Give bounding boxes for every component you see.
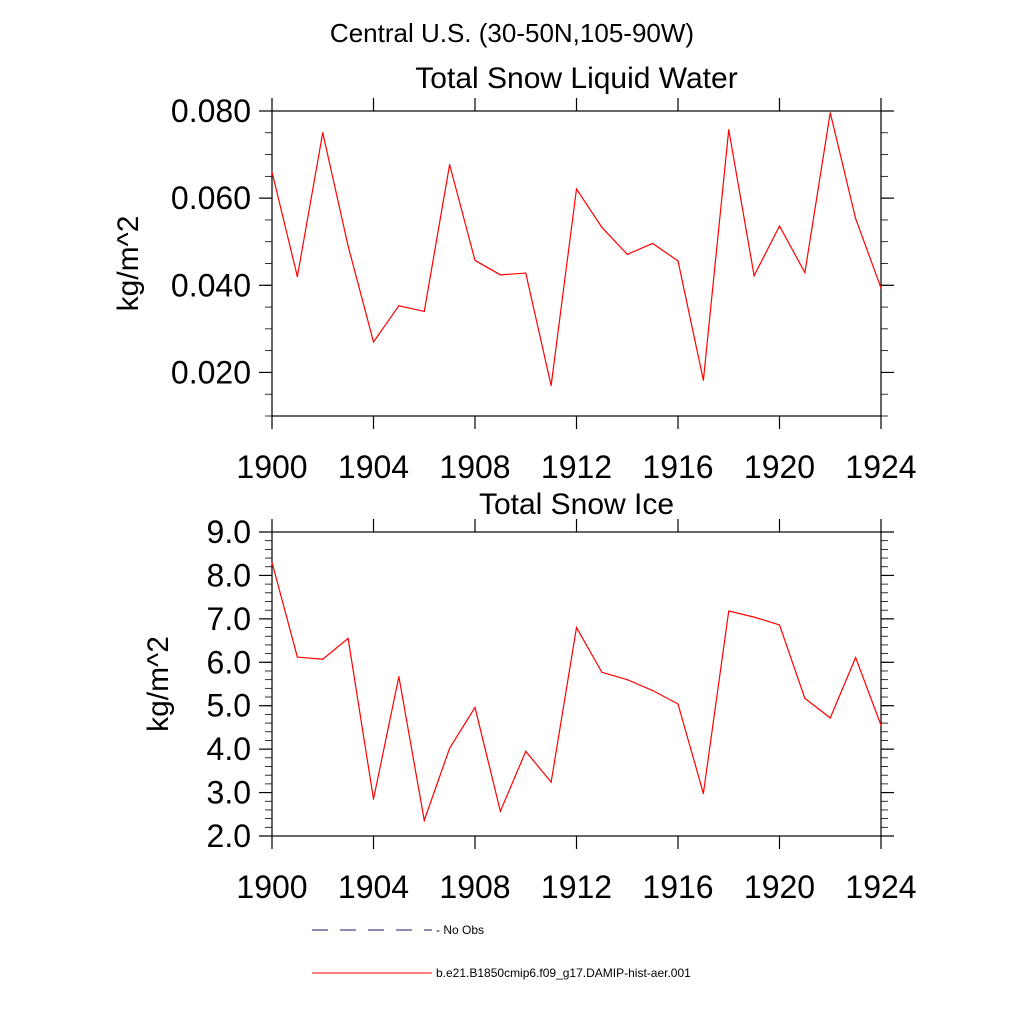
- data-point: [829, 112, 831, 114]
- x-tick-label: 1916: [642, 449, 713, 485]
- x-tick-label: 1920: [744, 869, 815, 905]
- data-point: [677, 703, 679, 705]
- data-point: [449, 163, 451, 166]
- data-point: [525, 272, 527, 274]
- data-point: [804, 697, 806, 699]
- figure-title: Central U.S. (30-50N,105-90W): [330, 18, 694, 48]
- chart-panels: Total Snow Liquid Water kg/m^2 1900 1904 190…: [112, 62, 917, 905]
- data-point: [829, 717, 831, 719]
- data-point: [855, 218, 857, 220]
- data-point: [398, 676, 400, 678]
- data-point: [855, 656, 857, 659]
- x-tick-label: 1908: [439, 869, 510, 905]
- x-tick-label: 1900: [236, 869, 307, 905]
- data-point: [550, 384, 552, 387]
- data-point: [880, 724, 882, 726]
- legend-label: - No Obs: [436, 923, 484, 937]
- data-point: [296, 656, 298, 658]
- x-tick-label: 1904: [338, 869, 409, 905]
- x-tick-label: 1908: [439, 449, 510, 485]
- x-tick-label: 1912: [541, 869, 612, 905]
- y-tick-label: 0.060: [171, 180, 251, 216]
- data-point: [575, 188, 578, 190]
- data-point: [728, 610, 730, 612]
- y-tick-label: 7.0: [207, 601, 251, 637]
- data-point: [322, 132, 324, 134]
- y-tick-label: 3.0: [207, 775, 251, 811]
- data-point: [347, 637, 349, 640]
- data-point: [449, 747, 451, 749]
- chart-panel-1: Total Snow Liquid Water kg/m^2 1900 1904 190…: [112, 62, 917, 485]
- legend: - No Obs b.e21.B1850cmip6.f09_g17.DAMIP-h…: [312, 923, 691, 980]
- y-tick-label: 4.0: [207, 731, 251, 767]
- data-point: [702, 792, 704, 795]
- y-tick-label: 0.020: [171, 354, 251, 390]
- data-point: [778, 624, 781, 626]
- legend-label: b.e21.B1850cmip6.f09_g17.DAMIP-hist-aer.…: [436, 966, 691, 980]
- data-point: [423, 819, 425, 821]
- y-tick-label: 0.040: [171, 267, 251, 303]
- x-tick-label: 1924: [845, 449, 916, 485]
- data-point: [271, 171, 273, 173]
- data-point: [296, 275, 298, 278]
- data-point: [626, 679, 628, 681]
- data-point: [778, 225, 781, 227]
- y-tick-label: 5.0: [207, 688, 251, 724]
- y-tick-label: 2.0: [207, 818, 251, 854]
- data-point: [322, 658, 324, 660]
- data-point: [499, 274, 501, 276]
- data-point: [753, 275, 755, 277]
- data-point: [575, 626, 578, 629]
- chart-panel-2: Total Snow Ice kg/m^2 1900 1904 1908 1912 1916…: [142, 488, 917, 905]
- legend-item: - No Obs: [312, 923, 484, 937]
- data-point: [550, 781, 552, 783]
- chart-title: Total Snow Liquid Water: [415, 62, 737, 95]
- data-point: [601, 671, 603, 673]
- y-tick-label: 6.0: [207, 644, 251, 680]
- data-point: [525, 750, 527, 752]
- x-tick-label: 1904: [338, 449, 409, 485]
- data-point: [347, 245, 349, 247]
- legend-item: b.e21.B1850cmip6.f09_g17.DAMIP-hist-aer.…: [312, 966, 691, 980]
- data-point: [372, 798, 375, 800]
- data-point: [398, 305, 400, 307]
- x-tick-label: 1900: [236, 449, 307, 485]
- x-tick-label: 1912: [541, 449, 612, 485]
- data-point: [626, 253, 628, 255]
- y-axis-label: kg/m^2: [112, 216, 145, 312]
- data-point: [702, 379, 704, 381]
- data-point: [652, 689, 654, 692]
- x-tick-label: 1924: [845, 869, 916, 905]
- data-point: [601, 226, 603, 228]
- y-tick-label: 9.0: [207, 514, 251, 550]
- data-point: [474, 706, 476, 709]
- data-point: [728, 129, 730, 131]
- y-axis-label: kg/m^2: [142, 636, 175, 732]
- data-point: [499, 810, 501, 812]
- data-point: [271, 561, 273, 564]
- data-point: [804, 272, 806, 274]
- data-point: [372, 341, 375, 343]
- data-point: [753, 616, 755, 618]
- data-point: [652, 242, 654, 245]
- chart-title: Total Snow Ice: [479, 488, 674, 521]
- data-point: [880, 287, 882, 289]
- y-tick-label: 0.080: [171, 93, 251, 129]
- data-point: [423, 310, 425, 313]
- y-tick-label: 8.0: [207, 557, 251, 593]
- x-tick-label: 1916: [642, 869, 713, 905]
- x-tick-label: 1920: [744, 449, 815, 485]
- data-point: [474, 259, 476, 262]
- data-point: [677, 260, 679, 262]
